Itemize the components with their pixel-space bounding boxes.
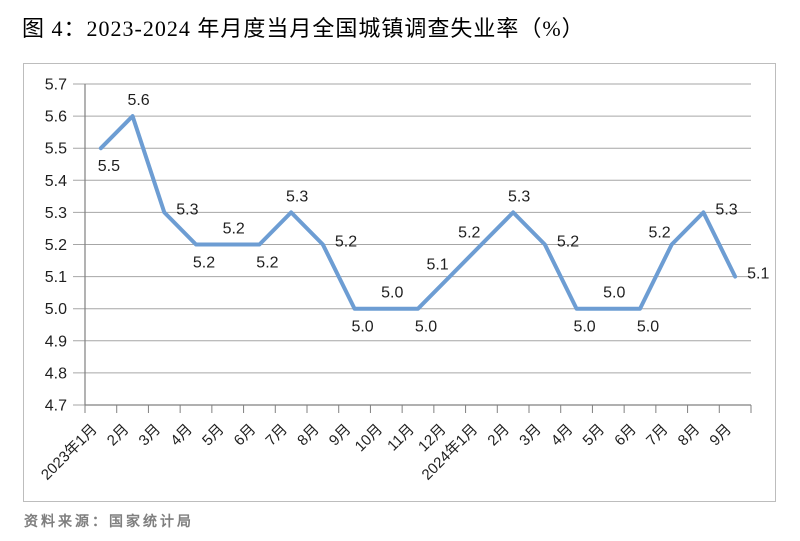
data-point-label: 5.2 [458,225,480,242]
x-axis-category-label: 3月 [136,421,165,450]
y-axis-tick-label: 4.7 [45,398,67,415]
data-point-label: 5.3 [715,201,737,218]
x-axis-category-label: 11月 [384,421,418,455]
y-axis-tick-label: 5.6 [45,109,67,126]
y-axis-tick-label: 4.9 [45,333,67,350]
source-note: 资料来源：国家统计局 [24,513,194,529]
data-point-label: 5.3 [176,201,198,218]
y-axis-tick-label: 5.7 [45,77,67,94]
unemployment-rate-line-chart: 4.7 4.8 4.9 5.0 5.1 5.2 5.3 5.4 5.5 5.6 5.7 2023年1月… [38,77,770,484]
data-point-label: 5.0 [415,319,437,336]
x-axis-category-label: 9月 [326,421,355,450]
x-axis-category-label: 4月 [548,421,577,450]
unemployment-rate-series-line [98,114,738,311]
x-axis-category-label: 6月 [611,421,640,450]
y-axis-tick-label: 5.2 [45,237,67,254]
x-axis-category-label: 6月 [231,421,260,450]
y-axis-tick-label: 4.8 [45,365,67,382]
data-point-label: 5.0 [573,319,595,336]
x-axis-category-label: 9月 [706,421,735,450]
data-point-label: 5.2 [557,234,579,251]
x-axis-category-label: 10月 [352,421,386,455]
data-point-label: 5.1 [747,266,769,283]
y-axis-tick-label: 5.4 [45,173,67,190]
data-point-label: 5.2 [223,221,245,238]
data-point-label: 5.0 [637,319,659,336]
chart-plot-area: 4.7 4.8 4.9 5.0 5.1 5.2 5.3 5.4 5.5 5.6 5.7 2023年1月… [23,63,776,502]
data-point-label: 5.0 [351,319,373,336]
data-point-label: 5.0 [381,285,403,302]
x-axis-category-label: 2023年1月 [38,421,101,484]
y-axis-tick-label: 5.3 [45,205,67,222]
x-axis-category-label: 4月 [167,421,196,450]
data-point-label: 5.2 [648,225,670,242]
y-axis-tick-label: 5.5 [45,141,67,158]
x-axis-category-label: 7月 [643,421,672,450]
y-axis-tick-label: 5.0 [45,301,67,318]
x-axis-category-label: 2月 [484,421,513,450]
data-point-label: 5.3 [508,188,530,205]
data-point-label: 5.3 [286,188,308,205]
chart-title: 图 4：2023-2024 年月度当月全国城镇调查失业率（%） [22,16,585,41]
x-axis-category-label: 5月 [199,421,228,450]
data-point-label: 5.2 [256,255,278,272]
y-axis-tick-label: 5.1 [45,269,67,286]
data-point-label: 5.1 [426,257,448,274]
data-point-label: 5.2 [193,255,215,272]
data-point-label: 5.5 [98,158,120,175]
x-axis-category-label: 2月 [104,421,133,450]
x-axis-category-label: 3月 [516,421,545,450]
x-axis-category-label: 8月 [675,421,704,450]
data-point-label: 5.0 [603,285,625,302]
data-point-label: 5.2 [335,234,357,251]
x-axis-category-label: 8月 [294,421,323,450]
x-axis-category-label: 5月 [580,421,609,450]
x-axis-category-label: 7月 [262,421,291,450]
data-point-label: 5.6 [127,92,149,109]
